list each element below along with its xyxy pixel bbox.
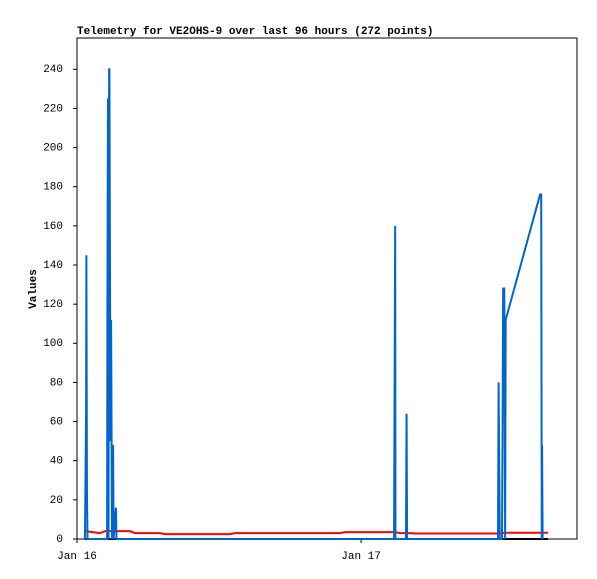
y-tick-label: 140 <box>43 260 63 272</box>
y-tick-label: 180 <box>43 182 63 194</box>
series-line <box>83 68 544 540</box>
y-axis-label: Values <box>28 269 40 309</box>
x-tick-label: Jan 17 <box>341 551 381 563</box>
y-tick-label: 100 <box>43 338 63 350</box>
y-tick-label: 160 <box>43 221 63 233</box>
y-tick-label: 240 <box>43 64 63 76</box>
y-tick-label: 20 <box>50 495 63 507</box>
y-tick-label: 40 <box>50 456 63 468</box>
chart-title: Telemetry for VE2OHS-9 over last 96 hour… <box>77 26 433 38</box>
series-line <box>84 530 549 536</box>
x-tick-label: Jan 16 <box>57 551 97 563</box>
y-tick-label: 220 <box>43 103 63 115</box>
y-tick-label: 0 <box>56 534 63 546</box>
y-tick-label: 200 <box>43 143 63 155</box>
y-tick-label: 120 <box>43 299 63 311</box>
y-tick-label: 60 <box>50 416 63 428</box>
y-tick-label: 80 <box>50 377 63 389</box>
